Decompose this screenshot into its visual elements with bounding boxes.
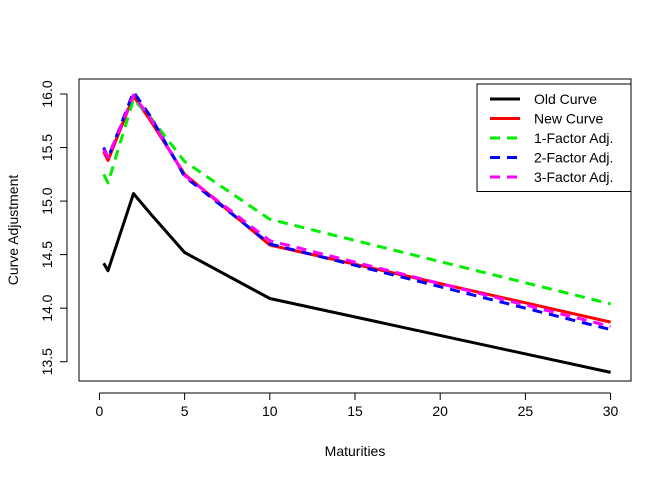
series-line-3-factor-adj	[102, 93, 611, 328]
legend-label: New Curve	[534, 111, 603, 127]
x-axis-label: Maturities	[325, 443, 386, 459]
y-tick-label: 16.0	[39, 80, 55, 107]
y-tick-label: 15.0	[39, 187, 55, 214]
plot-box	[78, 78, 632, 382]
x-tick-label: 15	[347, 403, 363, 419]
y-tick-label: 14.0	[39, 294, 55, 321]
legend-label: Old Curve	[534, 91, 597, 107]
y-tick-label: 13.5	[39, 348, 55, 375]
y-axis: 13.5 14.0 14.5 15.0 15.5 16.0	[39, 80, 68, 375]
y-tick-label: 14.5	[39, 241, 55, 268]
x-axis: 0 5 10 15 20 25 30	[96, 392, 619, 419]
legend: Old Curve New Curve 1-Factor Adj. 2-Factor …	[476, 83, 632, 192]
legend-box	[476, 83, 632, 192]
y-axis-label: Curve Adjustment	[5, 175, 21, 286]
x-tick-label: 20	[432, 403, 448, 419]
x-tick-label: 10	[262, 403, 278, 419]
series-line-old-curve	[102, 192, 611, 374]
x-tick-label: 0	[96, 403, 104, 419]
y-tick-label: 15.5	[39, 134, 55, 161]
x-tick-label: 30	[603, 403, 619, 419]
legend-label: 2-Factor Adj.	[534, 150, 613, 166]
x-tick-label: 25	[518, 403, 534, 419]
series-lines	[102, 90, 611, 374]
legend-label: 3-Factor Adj.	[534, 169, 613, 185]
x-tick-label: 5	[181, 403, 189, 419]
series-line-2-factor-adj	[102, 90, 611, 332]
legend-label: 1-Factor Adj.	[534, 130, 613, 146]
